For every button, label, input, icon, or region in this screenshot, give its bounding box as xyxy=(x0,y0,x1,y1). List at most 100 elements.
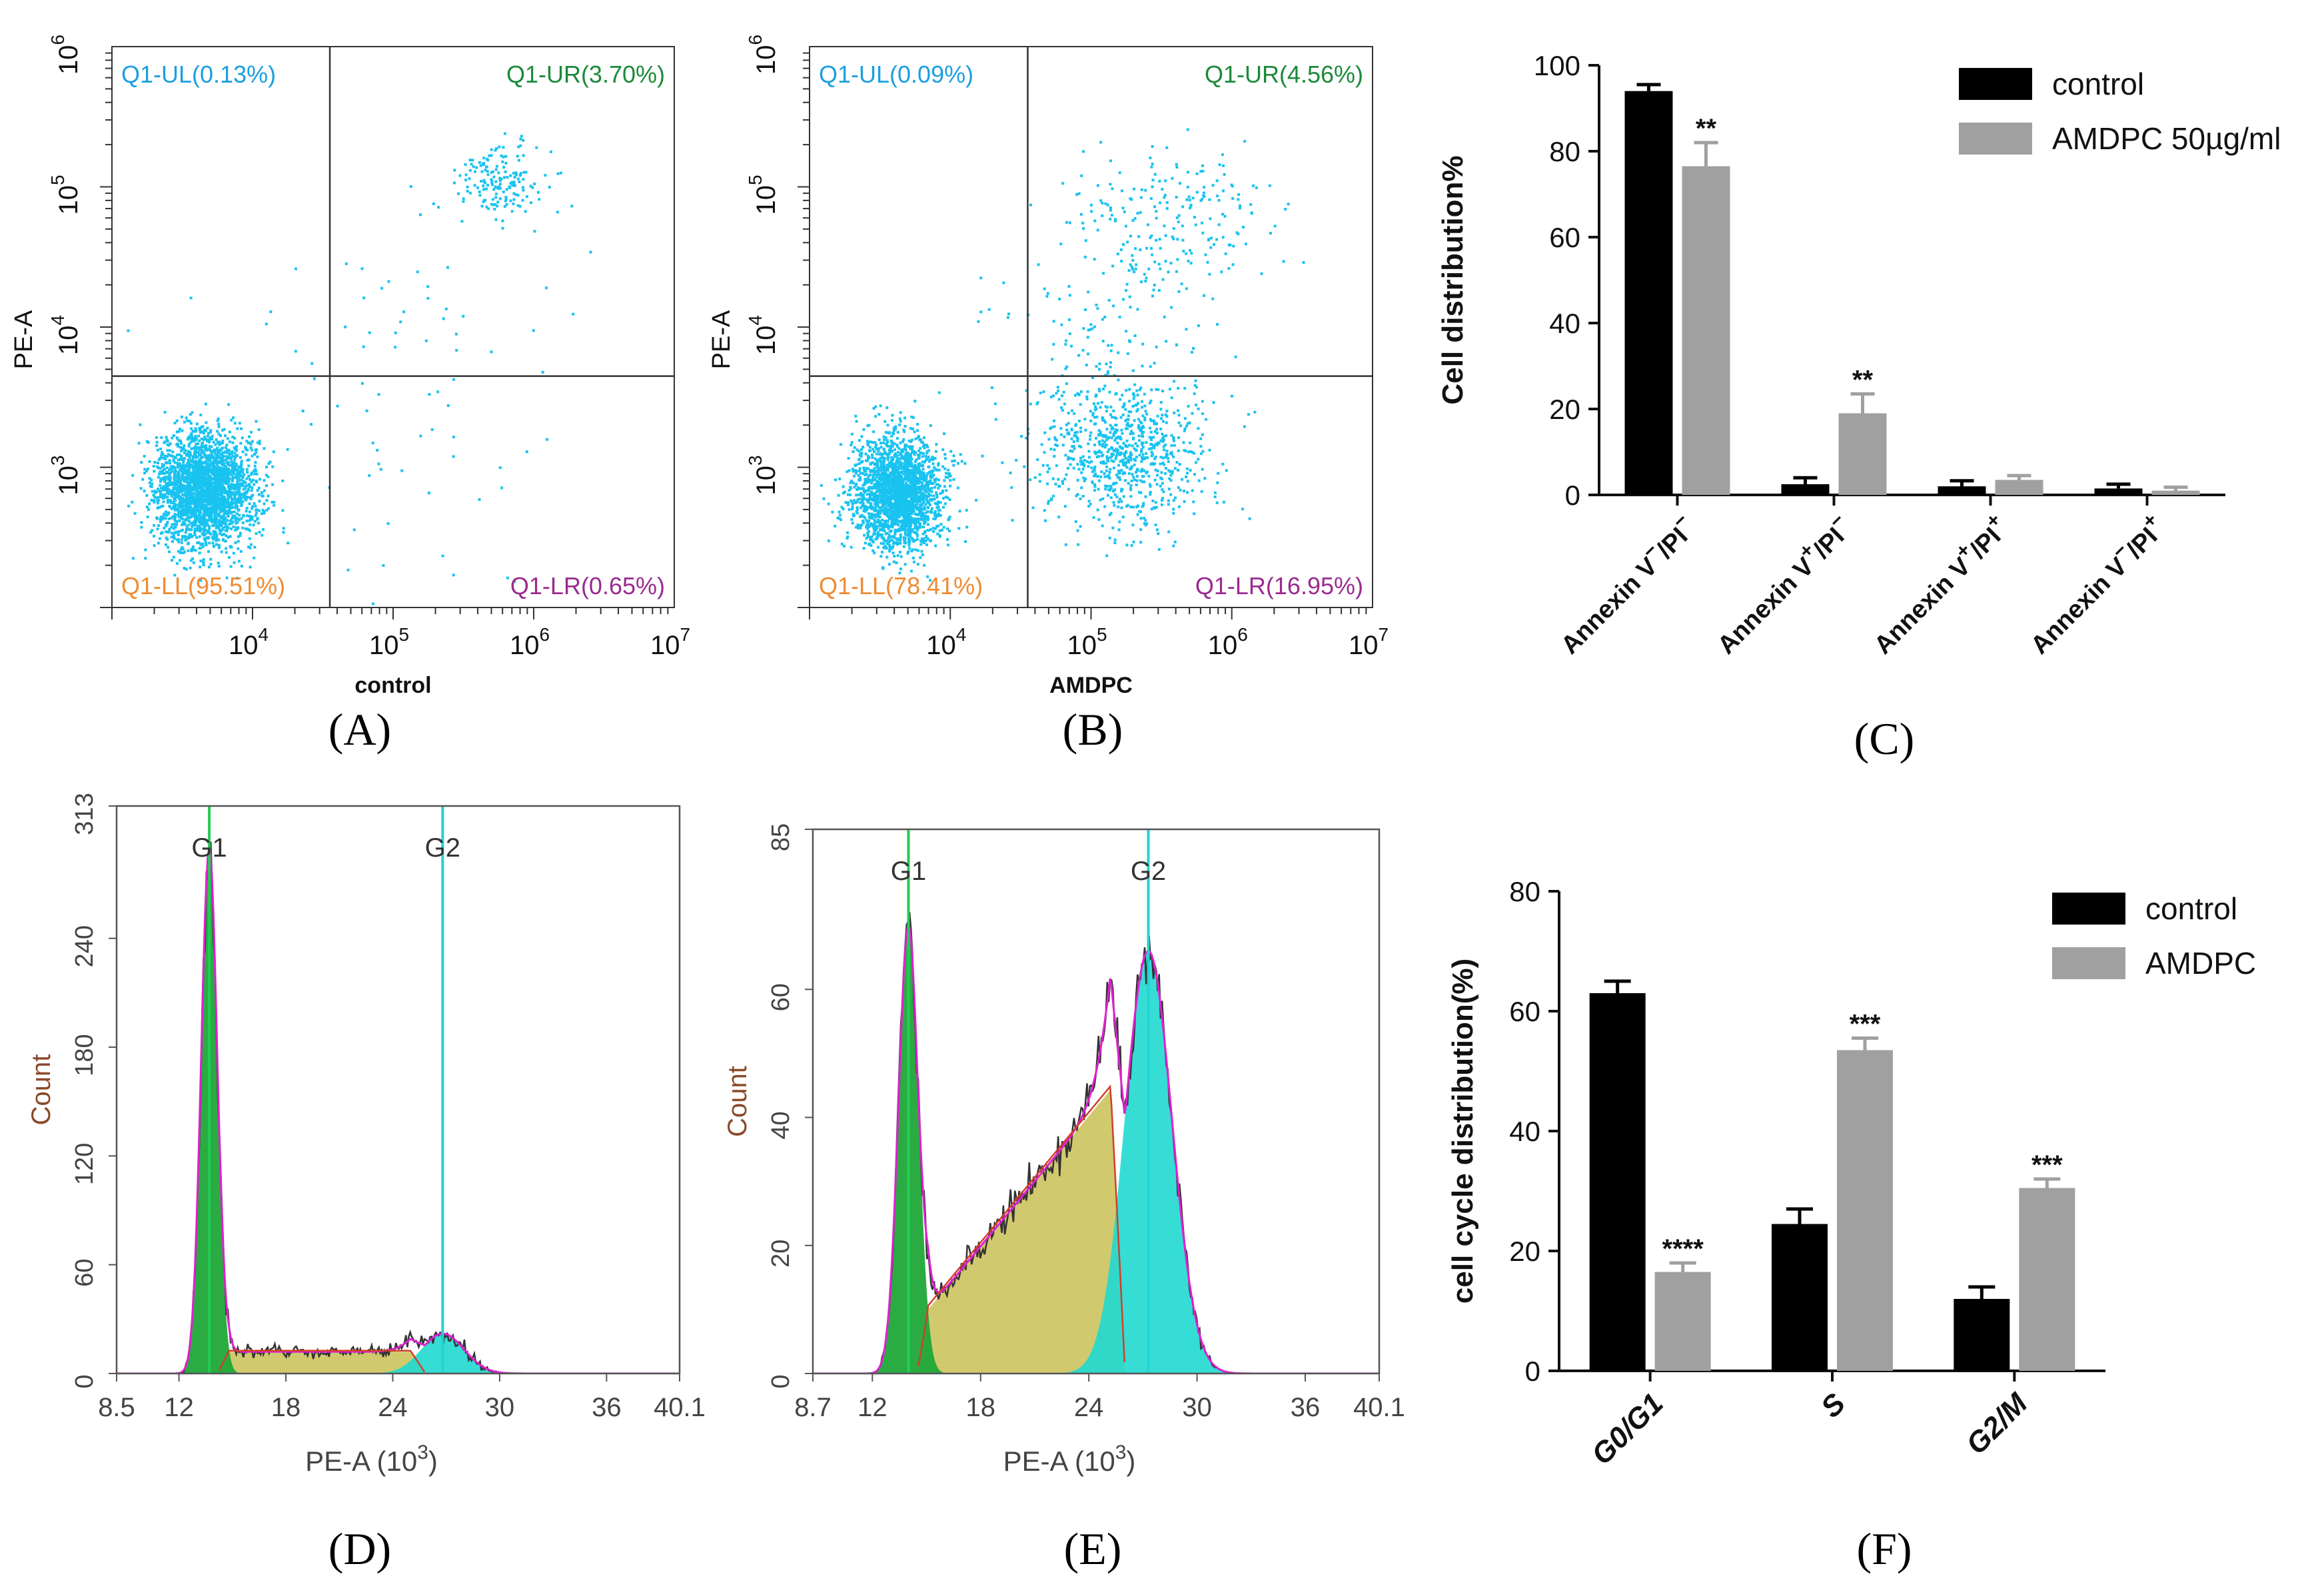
event-point-0 xyxy=(241,450,245,454)
event-point-0 xyxy=(907,542,911,545)
event-point-0 xyxy=(858,462,861,465)
event-point-0 xyxy=(265,508,269,512)
event-point-0 xyxy=(203,476,207,479)
event-point-0 xyxy=(894,505,897,508)
event-point-0 xyxy=(185,490,188,494)
event-point-1 xyxy=(548,186,551,189)
event-point-1 xyxy=(512,202,515,206)
event-point-0 xyxy=(912,474,915,478)
event-point-0 xyxy=(858,476,862,479)
event-point-0 xyxy=(879,442,882,445)
event-point-0 xyxy=(169,454,172,457)
event-point-0 xyxy=(193,470,196,474)
event-point-0 xyxy=(255,470,258,473)
event-point-2 xyxy=(452,574,455,577)
event-point-0 xyxy=(181,548,185,551)
event-point-0 xyxy=(216,504,219,508)
event-point-0 xyxy=(902,472,905,476)
event-point-0 xyxy=(218,474,221,477)
event-point-0 xyxy=(933,510,937,513)
event-point-0 xyxy=(919,451,923,454)
event-point-0 xyxy=(868,446,871,449)
event-point-0 xyxy=(887,432,891,435)
event-point-1 xyxy=(482,162,486,165)
event-point-0 xyxy=(221,484,225,487)
event-point-0 xyxy=(261,494,264,498)
scatter-points xyxy=(820,128,1305,582)
event-point-0 xyxy=(915,471,918,474)
event-point-0 xyxy=(233,422,237,425)
event-point-0 xyxy=(191,488,194,492)
event-point-0 xyxy=(194,460,197,463)
event-point-2 xyxy=(294,267,297,270)
event-point-1 xyxy=(486,170,489,173)
event-point-0 xyxy=(883,540,887,543)
event-point-0 xyxy=(901,440,905,443)
event-point-0 xyxy=(157,499,161,502)
event-point-0 xyxy=(929,579,932,582)
event-point-0 xyxy=(220,491,223,494)
event-point-0 xyxy=(205,544,208,547)
event-point-0 xyxy=(243,497,247,500)
event-point-0 xyxy=(188,437,191,440)
event-point-0 xyxy=(226,500,229,503)
event-point-0 xyxy=(888,512,891,515)
event-point-0 xyxy=(862,487,865,490)
event-point-2 xyxy=(409,185,412,188)
event-point-0 xyxy=(235,449,239,452)
event-point-0 xyxy=(172,534,175,537)
event-point-0 xyxy=(913,498,916,501)
event-point-0 xyxy=(255,451,258,454)
event-point-0 xyxy=(910,550,913,553)
event-point-2 xyxy=(437,206,440,209)
event-point-1 xyxy=(486,173,490,177)
event-point-0 xyxy=(878,516,881,518)
event-point-0 xyxy=(926,472,929,475)
event-point-0 xyxy=(217,467,221,470)
event-point-0 xyxy=(908,472,911,476)
event-point-0 xyxy=(175,476,178,479)
event-point-2 xyxy=(344,325,347,328)
event-point-0 xyxy=(911,438,914,442)
event-point-0 xyxy=(195,509,198,512)
event-point-0 xyxy=(934,544,937,548)
event-point-0 xyxy=(207,474,211,477)
event-point-0 xyxy=(265,484,268,488)
event-point-0 xyxy=(178,502,181,505)
event-point-0 xyxy=(211,468,214,471)
event-point-0 xyxy=(189,413,192,416)
event-point-1 xyxy=(501,160,504,163)
event-point-0 xyxy=(231,463,235,466)
event-point-0 xyxy=(166,443,169,446)
event-point-0 xyxy=(952,454,955,458)
event-point-0 xyxy=(197,461,200,464)
event-point-0 xyxy=(173,468,177,470)
event-point-0 xyxy=(224,434,227,438)
event-point-0 xyxy=(170,526,173,529)
event-point-0 xyxy=(879,463,883,466)
event-point-0 xyxy=(195,438,198,442)
event-point-0 xyxy=(897,468,900,470)
event-point-0 xyxy=(919,473,923,476)
event-point-1 xyxy=(490,148,493,151)
event-point-1 xyxy=(482,188,485,191)
event-point-0 xyxy=(237,468,240,472)
event-point-0 xyxy=(265,474,268,477)
event-point-0 xyxy=(230,452,233,456)
event-point-0 xyxy=(213,476,217,480)
event-point-0 xyxy=(226,528,229,531)
event-point-0 xyxy=(247,496,251,499)
event-point-0 xyxy=(186,438,189,441)
event-point-2 xyxy=(372,602,374,605)
event-point-0 xyxy=(858,469,861,472)
event-point-0 xyxy=(204,462,207,465)
event-point-0 xyxy=(214,443,217,446)
event-point-0 xyxy=(850,546,853,549)
event-point-0 xyxy=(175,470,177,473)
event-point-0 xyxy=(905,490,908,493)
event-point-0 xyxy=(887,536,890,540)
event-point-0 xyxy=(199,487,202,490)
event-point-0 xyxy=(218,440,221,444)
event-point-0 xyxy=(923,493,927,496)
event-point-0 xyxy=(239,498,243,501)
